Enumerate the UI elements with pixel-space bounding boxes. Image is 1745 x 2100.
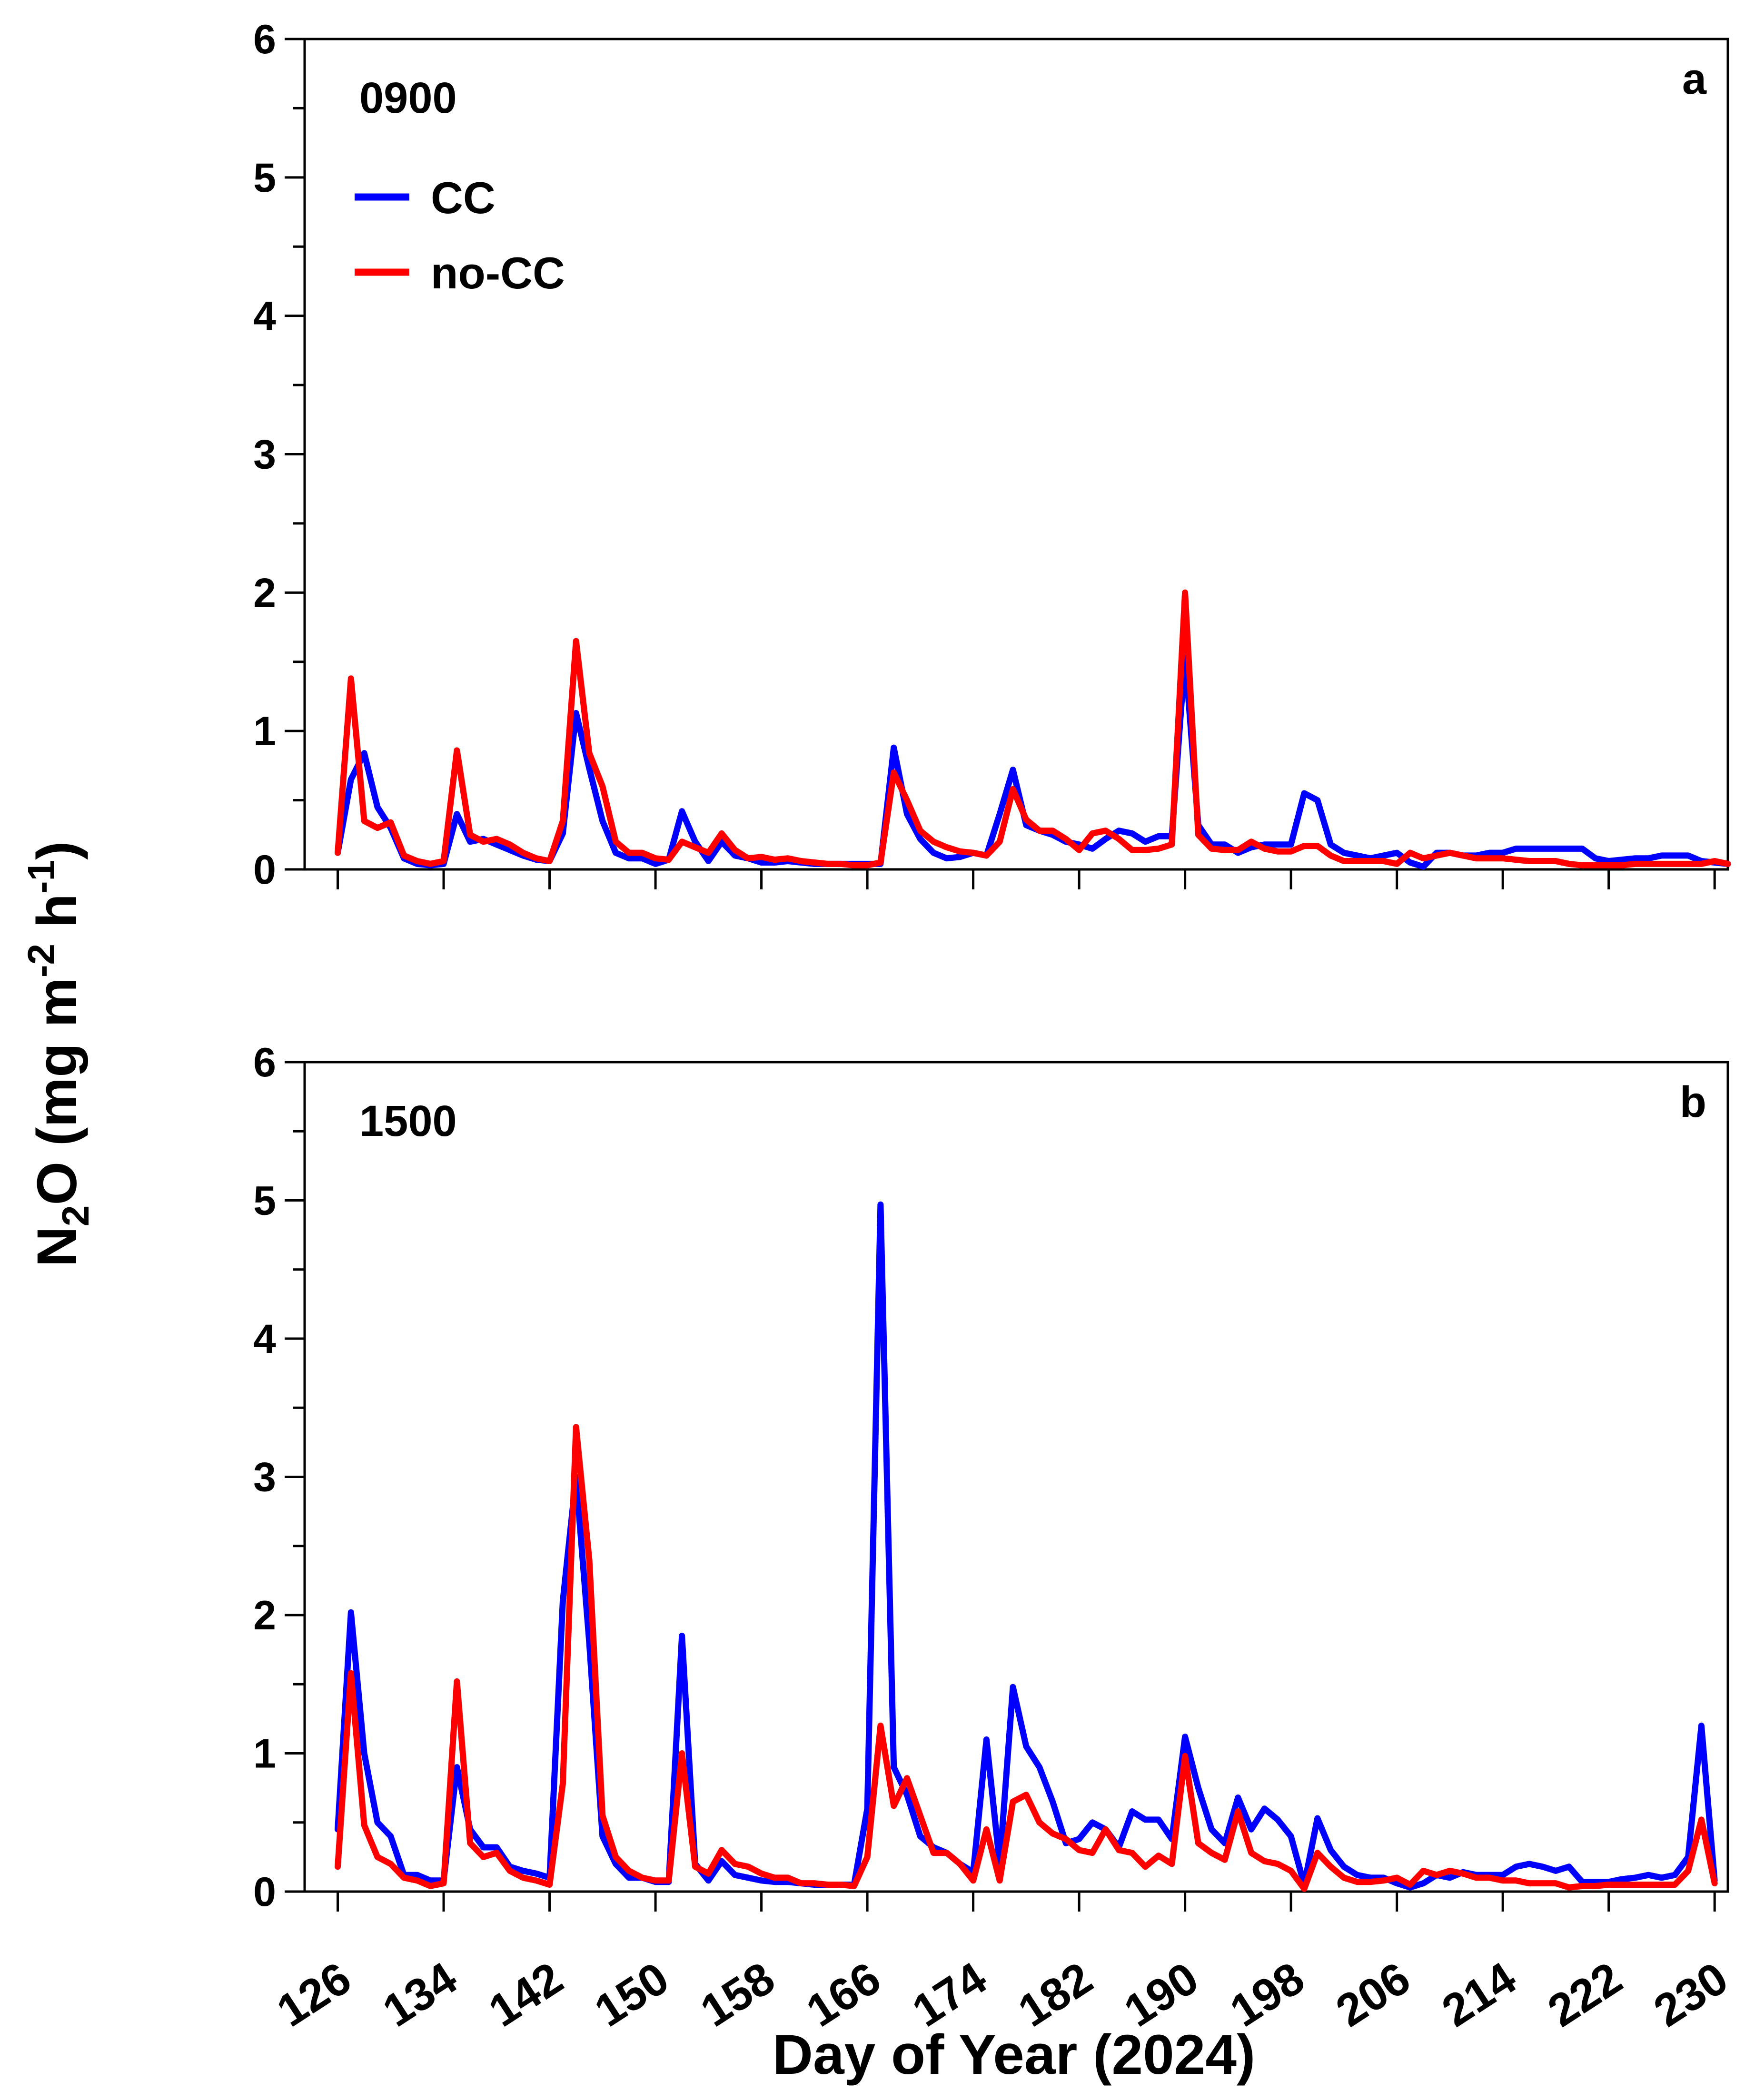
- y-tick-label-a: 1: [253, 709, 276, 754]
- y-tick-label-b: 1: [253, 1731, 276, 1777]
- series-group-a: [335, 589, 1731, 870]
- y-title-sup-m: -2: [20, 944, 62, 977]
- x-tick-label: 206: [1327, 1952, 1419, 2037]
- x-tick-label: 150: [586, 1952, 678, 2037]
- legend-label-no-cc: no-CC: [431, 248, 565, 298]
- y-title-sub-2: 2: [54, 1205, 97, 1227]
- series-line-no-cc-a: [335, 589, 1731, 868]
- x-tick-label: 222: [1539, 1952, 1631, 2037]
- plot-frame-a: [303, 38, 1729, 871]
- x-axis-b: [337, 1892, 1716, 1912]
- y-tick-label-b: 5: [253, 1178, 276, 1224]
- y-tick-label-b: 4: [253, 1316, 276, 1362]
- panel-b: 0 1 2 3 4 5 6 1500 b: [253, 1040, 1729, 1915]
- y-title-sup-h: -1: [20, 860, 62, 894]
- y-title-n: N: [26, 1226, 89, 1267]
- y-tick-label-a: 4: [253, 294, 276, 339]
- series-line-no-cc-b: [335, 1424, 1718, 1892]
- y-tick-label-a: 6: [253, 17, 276, 62]
- plot-frame-b: [303, 1061, 1729, 1893]
- x-tick-label: 230: [1645, 1952, 1737, 2037]
- y-axis-b: 0 1 2 3 4 5 6: [253, 1040, 305, 1915]
- x-tick-label: 214: [1433, 1952, 1525, 2037]
- series-line-cc-b: [335, 1201, 1718, 1891]
- panel-a: 0 1 2 3 4 5 6 0900 a CC no-CC: [253, 17, 1731, 893]
- panel-time-label-b: 1500: [359, 1097, 457, 1145]
- y-title-mid: h: [26, 894, 89, 944]
- y-tick-label-a: 3: [253, 432, 276, 478]
- y-tick-label-b: 0: [253, 1869, 276, 1915]
- y-tick-label-a: 0: [253, 847, 276, 893]
- x-tick-label: 158: [692, 1952, 783, 2037]
- y-tick-label-b: 3: [253, 1455, 276, 1500]
- x-axis-title: Day of Year (2024): [773, 2023, 1256, 2086]
- panel-time-label-a: 0900: [359, 74, 457, 122]
- y-title-end: ): [26, 841, 89, 860]
- x-axis-a: [337, 869, 1716, 889]
- y-tick-label-b: 2: [253, 1593, 276, 1638]
- series-group-b: [335, 1201, 1718, 1892]
- legend-label-cc: CC: [431, 173, 496, 223]
- panel-letter-b: b: [1680, 1078, 1706, 1126]
- x-tick-label: 142: [480, 1952, 572, 2037]
- x-tick-label: 134: [374, 1952, 466, 2037]
- y-tick-label-a: 2: [253, 570, 276, 616]
- series-line-cc-a: [335, 651, 1731, 870]
- panel-letter-a: a: [1682, 55, 1707, 103]
- y-axis-a: 0 1 2 3 4 5 6: [253, 17, 305, 893]
- y-tick-label-a: 5: [253, 155, 276, 201]
- legend: CC no-CC: [355, 173, 565, 298]
- y-axis-title: N2O (mg m-2 h-1): [20, 841, 97, 1267]
- y-tick-label-b: 6: [253, 1040, 276, 1085]
- x-tick-label: 126: [268, 1952, 360, 2037]
- y-title-rest: O (mg m: [26, 977, 89, 1205]
